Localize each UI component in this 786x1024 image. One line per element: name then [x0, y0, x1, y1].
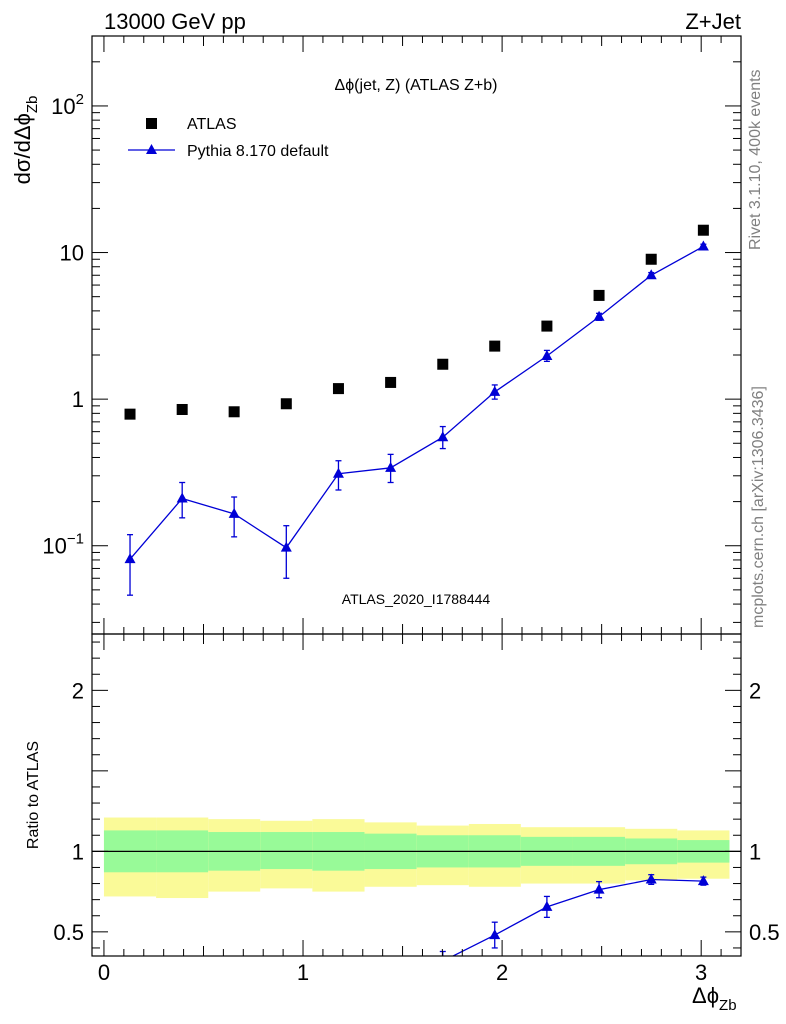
ratio-pythia-point: [229, 974, 240, 984]
legend-pythia-marker: [146, 144, 157, 154]
ratio-y-ticks: 0.5 0.5 1 1 2 2: [53, 641, 780, 949]
ratio-pythia-point: [442, 955, 444, 956]
atlas-data-point: [332, 383, 344, 395]
ratio-y-tick-label-left: 0.5: [53, 920, 84, 945]
analysis-watermark: ATLAS_2020_I1788444: [342, 591, 491, 607]
pythia-line: [129, 245, 704, 560]
atlas-data-point: [280, 398, 292, 410]
ratio-pythia-point: [385, 964, 396, 974]
pythia-data-point: [385, 461, 397, 472]
atlas-data-point: [124, 408, 136, 420]
main-data-layer: [124, 224, 709, 596]
main-x-ticks: [103, 36, 742, 634]
pythia-data-point: [645, 269, 657, 280]
ratio-frame: [91, 633, 742, 957]
header-left: 13000 GeV pp: [104, 9, 246, 34]
ratio-x-ticks: 0 1 2 3: [98, 634, 742, 985]
ratio-pythia-point: [125, 990, 136, 1000]
legend-pythia-label: Pythia 8.170 default: [187, 143, 329, 160]
ratio-pythia-point: [697, 875, 709, 886]
ratio-y-tick-label-right: 0.5: [749, 920, 780, 945]
pythia-data-point: [332, 467, 344, 478]
rivet-version-label: Rivet 3.1.10, 400k events: [747, 69, 764, 250]
pythia-data-point: [280, 541, 292, 552]
ratio-pythia-line: [451, 878, 704, 956]
pythia-data-point: [176, 492, 188, 503]
atlas-data-point: [385, 376, 397, 388]
ratio-y-tick-label-right: 2: [749, 678, 761, 703]
pythia-data-point: [697, 240, 709, 251]
main-y-tick-label: 1: [72, 387, 84, 412]
mcplots-label: mcplots.cern.ch [arXiv:1306.3436]: [750, 386, 767, 628]
pythia-data-point: [437, 431, 449, 442]
ratio-y-tick-label-right: 1: [749, 839, 761, 864]
ratio-y-axis-title: Ratio to ATLAS: [25, 741, 42, 849]
pythia-data-point: [489, 385, 501, 396]
x-tick-label: 3: [695, 960, 707, 985]
pythia-data-point: [228, 507, 240, 518]
x-tick-label: 0: [98, 960, 110, 985]
pythia-data-point: [593, 310, 605, 321]
ratio-uncertainty-bands: [103, 817, 730, 899]
ratio-pythia-point: [489, 929, 501, 940]
main-y-tick-label-base: 10: [51, 94, 75, 119]
atlas-data-point: [593, 289, 605, 301]
main-y-axis-title-sub: Zb: [24, 96, 41, 114]
ratio-pythia-point: [593, 883, 605, 894]
main-panel: Δϕ(jet, Z) (ATLAS Z+b) ATLAS_2020_I17884…: [10, 35, 742, 635]
atlas-data-point: [489, 340, 501, 352]
legend: ATLAS Pythia 8.170 default: [128, 116, 329, 160]
ratio-pythia-point: [281, 990, 292, 1000]
main-y-tick-label-exponent: −1: [67, 531, 84, 548]
atlas-data-point: [228, 406, 240, 418]
ratio-pythia-point: [541, 900, 553, 911]
x-axis-title-main: Δϕ: [692, 983, 719, 1008]
legend-atlas-label: ATLAS: [187, 116, 237, 133]
main-chart-title: Δϕ(jet, Z) (ATLAS Z+b): [335, 77, 498, 94]
atlas-data-point: [176, 403, 188, 415]
legend-atlas-marker: [146, 118, 157, 129]
main-y-tick-label-base: 10: [42, 534, 66, 559]
atlas-data-point: [541, 320, 553, 332]
main-y-tick-label: 102: [51, 91, 84, 119]
x-axis-title-sub: Zb: [719, 997, 737, 1014]
main-y-axis-title-main: dσ/dΔϕ: [10, 113, 35, 184]
x-tick-label: 2: [496, 960, 508, 985]
main-y-tick-label: 10: [60, 241, 84, 266]
ratio-pythia-point: [645, 873, 657, 884]
pythia-data-point: [124, 553, 136, 564]
main-y-tick-label-base: 10: [60, 241, 84, 266]
atlas-data-point: [697, 224, 709, 236]
ratio-data-layer: [125, 873, 709, 1000]
x-tick-label: 1: [297, 960, 309, 985]
ratio-panel: 0.5 0.5 1 1 2 2 0 1 2 3 Ratio to ATLAS ΔϕZb: [25, 633, 780, 1014]
ratio-y-tick-label-left: 1: [72, 839, 84, 864]
atlas-data-point: [437, 358, 449, 370]
main-y-tick-label-exponent: 2: [76, 91, 84, 108]
atlas-data-point: [645, 253, 657, 265]
main-y-tick-label: 10−1: [42, 531, 84, 559]
pythia-data-point: [541, 349, 553, 360]
main-y-tick-label-base: 1: [72, 387, 84, 412]
ratio-pythia-point: [333, 964, 344, 974]
ratio-pythia-point: [177, 967, 188, 977]
main-y-axis-title: dσ/dΔϕZb: [10, 96, 41, 185]
ratio-y-tick-label-left: 2: [72, 678, 84, 703]
x-axis-title: ΔϕZb: [692, 983, 737, 1014]
ratio-band-inner: [260, 832, 313, 870]
header-right: Z+Jet: [685, 9, 741, 34]
